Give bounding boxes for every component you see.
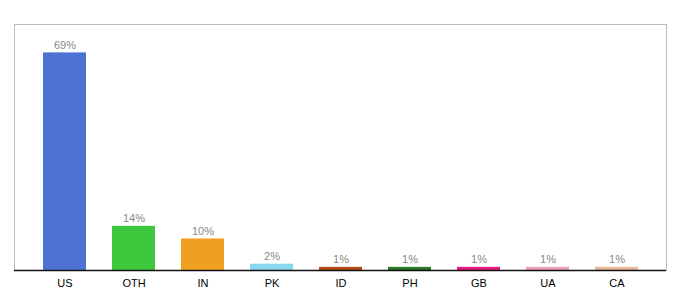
svg-text:1%: 1%: [402, 253, 418, 265]
svg-text:1%: 1%: [540, 253, 556, 265]
svg-text:US: US: [57, 277, 72, 289]
svg-text:ID: ID: [336, 277, 347, 289]
svg-text:10%: 10%: [192, 225, 214, 237]
svg-text:IN: IN: [198, 277, 209, 289]
svg-text:1%: 1%: [609, 253, 625, 265]
svg-text:PK: PK: [265, 277, 280, 289]
svg-text:CA: CA: [609, 277, 625, 289]
svg-text:OTH: OTH: [122, 277, 145, 289]
svg-text:14%: 14%: [123, 212, 145, 224]
svg-text:PH: PH: [402, 277, 417, 289]
svg-text:69%: 69%: [54, 39, 76, 51]
svg-text:2%: 2%: [264, 250, 280, 262]
svg-text:GB: GB: [471, 277, 487, 289]
svg-text:1%: 1%: [471, 253, 487, 265]
svg-text:1%: 1%: [333, 253, 349, 265]
svg-text:UA: UA: [540, 277, 556, 289]
